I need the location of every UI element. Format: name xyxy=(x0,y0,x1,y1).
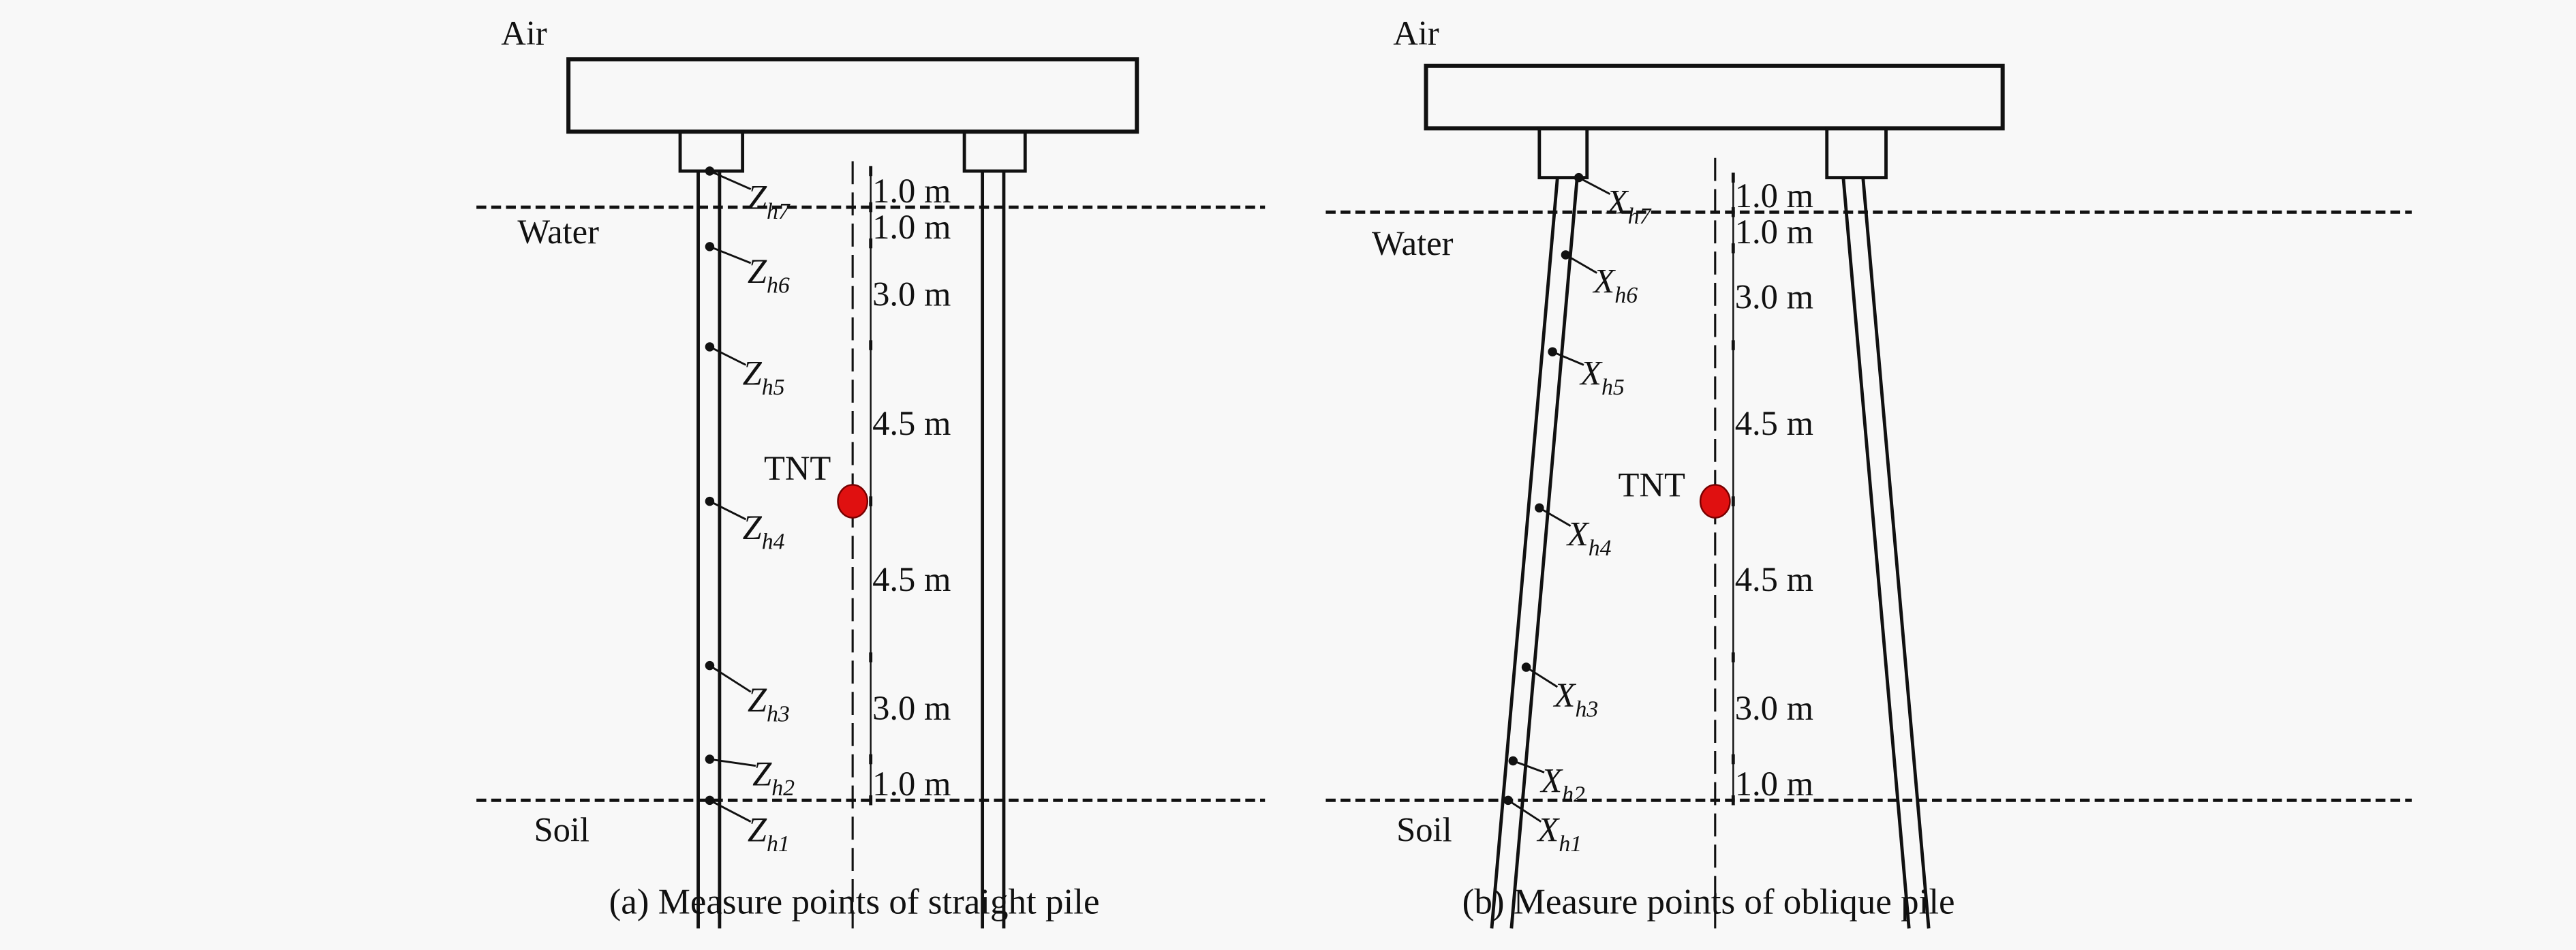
measure-point-name: Z xyxy=(743,508,763,547)
dimension-label: 4.5 m xyxy=(872,560,951,598)
measure-point-name: Z xyxy=(748,811,767,849)
measure-point-name: X xyxy=(1606,183,1629,221)
dimension-label: 1.0 m xyxy=(872,172,951,210)
figure-caption: (b) Measure points of oblique pile xyxy=(1462,883,1955,922)
measure-point-leader xyxy=(1507,799,1542,823)
water-label: Water xyxy=(1372,224,1454,262)
measure-point-subscript: h2 xyxy=(1562,782,1585,808)
measure-point-subscript: h6 xyxy=(767,273,790,298)
measure-point-subscript: h4 xyxy=(762,529,785,554)
pile-cap-left xyxy=(678,129,745,173)
measure-point-label: Zh5 xyxy=(743,354,785,399)
measure-point-label: Zh3 xyxy=(748,681,790,726)
measure-point-name: Z xyxy=(743,354,763,392)
measure-point-subscript: h7 xyxy=(1628,204,1653,229)
measure-point-leader xyxy=(709,799,752,823)
measure-point-name: X xyxy=(1536,811,1560,849)
measure-point-name: Z xyxy=(748,681,767,719)
measure-point-name: Z xyxy=(748,252,767,290)
measure-point-subscript: h2 xyxy=(771,776,795,801)
pile-cap-deck xyxy=(1424,63,2005,131)
measure-point-subscript: h6 xyxy=(1614,283,1638,308)
dimension-label: 4.5 m xyxy=(1735,560,1813,598)
panel-a: 1.0 m1.0 m3.0 m4.5 m4.5 m3.0 m1.0 mAirWa… xyxy=(476,14,1266,929)
figure-caption: (a) Measure points of straight pile xyxy=(609,883,1100,922)
measure-point-subscript: h1 xyxy=(1559,831,1582,857)
measure-point-name: Z xyxy=(748,178,767,216)
measure-point-label: Zh1 xyxy=(748,811,790,857)
dimension-label: 3.0 m xyxy=(1735,277,1813,316)
measure-point-label: Xh5 xyxy=(1579,354,1625,399)
measure-point-label: Zh7 xyxy=(748,178,791,224)
pile-cap-left xyxy=(1537,126,1589,180)
dimension-label: 1.0 m xyxy=(1735,213,1813,251)
pile-left-edge xyxy=(1490,177,1559,929)
measure-point-name: X xyxy=(1592,262,1616,300)
measure-point-label: Zh4 xyxy=(743,508,785,554)
pile-cap-deck xyxy=(566,57,1139,134)
dimension-label: 1.0 m xyxy=(872,208,951,246)
measure-point-subscript: h4 xyxy=(1589,536,1612,561)
pile-right-edge xyxy=(1861,177,1931,929)
measure-point-leader xyxy=(709,346,747,366)
dimension-label: 1.0 m xyxy=(1735,177,1813,215)
measure-point-leader xyxy=(1552,350,1584,366)
measure-point-dot xyxy=(1574,172,1584,183)
panel-b: 1.0 m1.0 m3.0 m4.5 m4.5 m3.0 m1.0 mAirWa… xyxy=(1325,14,2412,929)
measure-point-label: Xh7 xyxy=(1606,183,1653,229)
measure-point-name: X xyxy=(1566,515,1590,553)
air-label: Air xyxy=(1393,14,1439,52)
air-label: Air xyxy=(501,14,547,52)
pile-cap-right xyxy=(1825,126,1888,180)
measure-point-leader xyxy=(1539,506,1571,527)
measure-point-subscript: h5 xyxy=(762,375,785,400)
dimension-label: 1.0 m xyxy=(872,765,951,803)
pile-right-edge xyxy=(1841,177,1911,929)
measure-point-subscript: h1 xyxy=(767,831,790,857)
measure-point-label: Xh2 xyxy=(1539,761,1585,807)
measure-point-leader xyxy=(1578,177,1611,196)
measure-point-label: Zh2 xyxy=(752,755,795,801)
measure-point-leader xyxy=(1525,666,1559,688)
measure-point-subscript: h5 xyxy=(1601,375,1625,400)
soil-label: Soil xyxy=(1396,811,1452,849)
dimension-label: 4.5 m xyxy=(1735,404,1813,442)
measure-point-leader xyxy=(709,758,756,767)
tnt-label: TNT xyxy=(1619,465,1685,504)
measure-point-label: Xh6 xyxy=(1592,262,1638,307)
measure-point-name: X xyxy=(1553,676,1577,714)
measure-point-leader xyxy=(709,500,747,521)
measure-point-subscript: h3 xyxy=(1575,696,1598,722)
measure-point-label: Xh4 xyxy=(1566,515,1612,561)
measure-point-leader xyxy=(709,170,752,190)
tnt-label: TNT xyxy=(764,449,831,487)
measure-point-subscript: h3 xyxy=(767,702,790,727)
dimension-label: 1.0 m xyxy=(1735,765,1813,803)
measure-point-leader xyxy=(1512,760,1545,773)
dimension-label: 3.0 m xyxy=(872,689,951,727)
tnt-charge xyxy=(1699,484,1731,519)
soil-label: Soil xyxy=(534,811,589,849)
measure-point-leader xyxy=(709,664,752,693)
measure-point-subscript: h7 xyxy=(767,199,791,224)
measure-point-leader xyxy=(709,245,752,264)
measure-point-name: Z xyxy=(752,755,772,793)
pile-cap-right xyxy=(962,129,1027,173)
measure-point-name: X xyxy=(1539,761,1563,799)
measure-point-name: X xyxy=(1579,354,1603,392)
tnt-charge xyxy=(837,484,869,519)
measure-point-leader xyxy=(1565,254,1597,274)
measure-point-label: Zh6 xyxy=(748,252,790,298)
dimension-label: 3.0 m xyxy=(872,275,951,313)
measure-point-label: Xh1 xyxy=(1536,811,1582,857)
measure-point-label: Xh3 xyxy=(1553,676,1599,722)
dimension-label: 4.5 m xyxy=(872,404,951,442)
pile-left-edge xyxy=(1509,177,1579,929)
water-label: Water xyxy=(517,213,599,251)
dimension-label: 3.0 m xyxy=(1735,689,1813,727)
